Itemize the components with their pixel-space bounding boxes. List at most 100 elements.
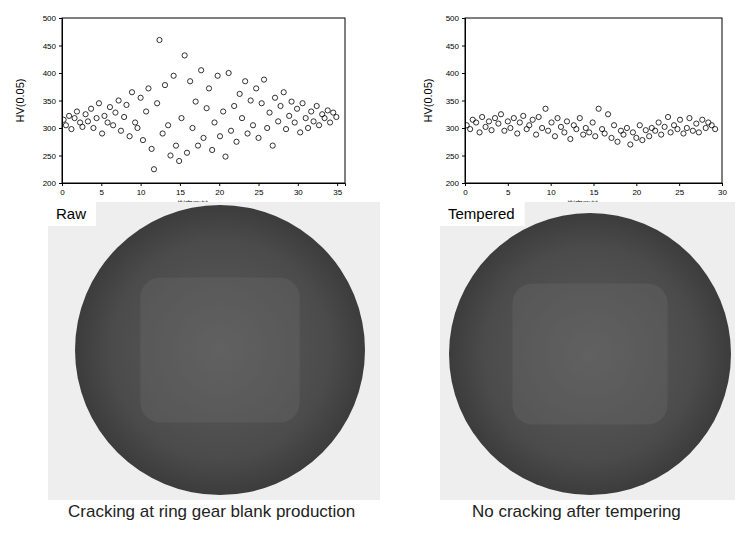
y-tick-label: 200 [43,179,57,188]
point [199,68,204,73]
point [637,123,642,128]
point [605,112,610,117]
x-tick-label: 10 [137,188,146,197]
x-tick: 30 [294,183,303,197]
point [640,138,645,143]
point [325,108,330,113]
disc-core-zone [140,278,300,423]
point [129,90,134,95]
disc-section [75,205,365,495]
y-axis-line [59,19,63,184]
point [527,123,532,128]
point [596,106,601,111]
point [628,142,633,147]
y-tick-mark [462,128,465,129]
x-tick-mark [298,183,299,186]
x-tick-label: 5 [100,188,105,197]
point [210,147,215,152]
point [221,109,226,114]
y-tick-mark [462,18,465,19]
point [618,128,623,133]
y-tick: 350 [446,97,465,106]
point [124,102,129,107]
point [66,113,71,118]
x-tick: 0 [463,183,468,197]
x-tick-mark [679,183,680,186]
point [127,134,132,139]
point [144,109,149,114]
point [647,134,652,139]
y-tick: 450 [43,42,62,51]
y-tick-mark [462,156,465,157]
disc-section [449,213,731,495]
point [173,143,178,148]
point [122,114,127,119]
x-tick-label: 30 [718,188,727,197]
point [303,116,308,121]
point [292,120,297,125]
point [653,128,658,133]
photo-caption: Cracking at ring gear blank production [68,502,355,521]
point [334,114,339,119]
x-tick-mark [180,183,181,186]
x-tick-mark [551,183,552,186]
x-tick-label: 10 [547,188,556,197]
point [107,105,112,110]
point [195,143,200,148]
x-tick-mark [722,183,723,186]
point [311,119,316,124]
point [96,101,101,106]
point [135,125,140,130]
point [611,123,616,128]
point [239,116,244,121]
photo-label-box [48,202,96,226]
point [250,123,255,128]
point [155,101,160,106]
point [149,146,154,151]
point [243,79,248,84]
point [662,124,667,129]
point [113,110,118,115]
point [590,120,595,125]
point [643,128,648,133]
point [677,117,682,122]
point [562,130,567,135]
y-tick-mark [59,46,62,47]
point [110,123,115,128]
point [549,120,554,125]
point [102,113,107,118]
point [470,117,475,122]
x-axis-line [63,184,346,187]
x-tick-mark [259,183,260,186]
x-tick-label: 15 [176,188,185,197]
point [694,121,699,126]
point [314,103,319,108]
y-tick-label: 300 [446,124,460,133]
y-tick-label: 450 [43,42,57,51]
x-tick-mark [594,183,595,186]
point [309,109,314,114]
point [188,79,193,84]
y-tick: 200 [446,179,465,188]
photo-label-box [440,202,525,226]
point [517,120,522,125]
point [665,114,670,119]
point [543,106,548,111]
point [524,127,529,132]
point [259,101,264,106]
photo: Tempered [440,202,735,500]
point [498,112,503,117]
point [138,95,143,100]
point [166,123,171,128]
y-tick-label: 400 [446,69,460,78]
x-tick-label: 0 [60,188,65,197]
photo-label: Tempered [448,205,515,222]
point [69,127,74,132]
point [265,125,270,130]
x-tick-mark [219,183,220,186]
x-tick-label: 30 [294,188,303,197]
y-tick: 300 [446,124,465,133]
point [226,70,231,75]
point [72,116,77,121]
point [94,116,99,121]
